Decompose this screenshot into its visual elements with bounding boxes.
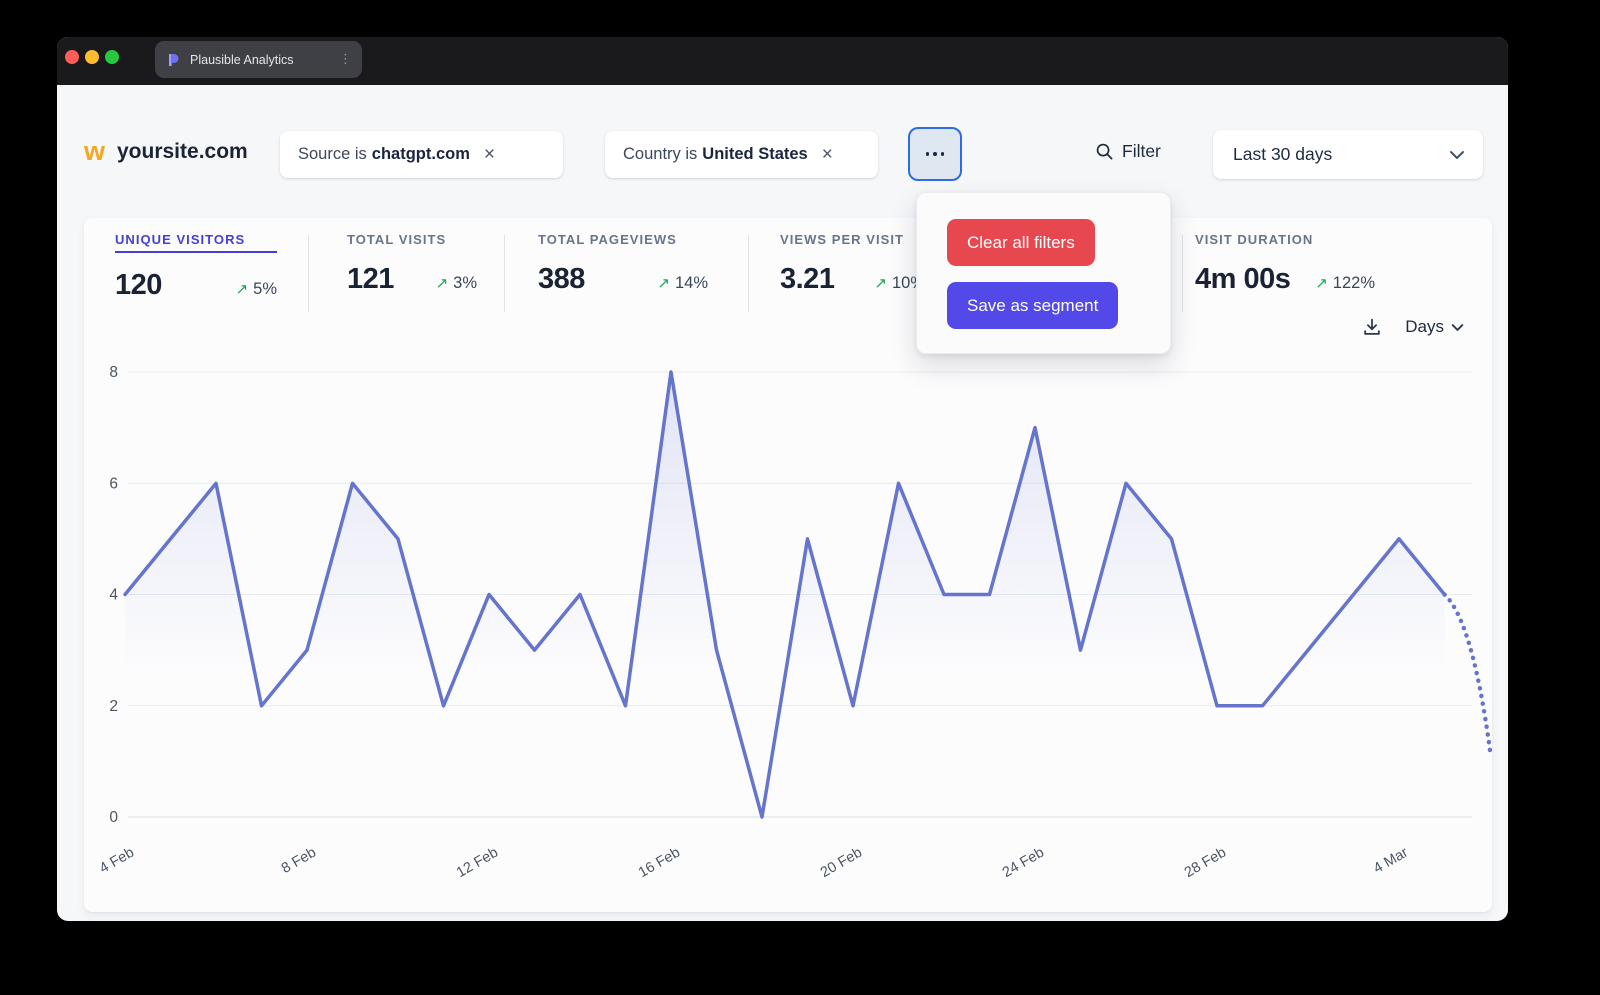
minimize-window-button[interactable] <box>85 50 99 64</box>
download-button[interactable] <box>1361 316 1383 338</box>
filter-value: chatgpt.com <box>371 145 470 163</box>
filter-actions-popup: Clear all filters Save as segment <box>916 192 1171 354</box>
dashboard-card: UNIQUE VISITORS 120 ↗ 5% TOTAL VISITS 12… <box>84 218 1493 912</box>
trend-up-icon: ↗ <box>435 274 449 292</box>
metric-divider <box>748 235 749 312</box>
x-axis-tick: 20 Feb <box>818 845 865 881</box>
y-axis-tick: 6 <box>109 475 118 492</box>
metric-label: VIEWS PER VISIT <box>780 232 904 247</box>
visitors-line <box>123 370 1447 819</box>
browser-titlebar: Plausible Analytics ⋮ <box>57 37 1508 85</box>
metric-change: 5% <box>253 280 277 298</box>
clear-all-filters-button[interactable]: Clear all filters <box>947 219 1095 266</box>
filter-prefix: Source is <box>298 145 367 163</box>
chevron-down-icon <box>1451 323 1464 331</box>
tab-title: Plausible Analytics <box>190 52 294 67</box>
y-axis-tick: 2 <box>109 698 118 715</box>
metric-change: 3% <box>453 274 477 292</box>
browser-tab[interactable]: Plausible Analytics ⋮ <box>155 41 362 78</box>
filter-pill-source[interactable]: Source is chatgpt.com × <box>280 131 563 178</box>
y-axis-tick: 8 <box>109 364 118 381</box>
metric-divider <box>308 235 309 312</box>
interval-selector[interactable]: Days <box>1405 317 1464 337</box>
metric-value: 3.21 <box>780 263 835 295</box>
x-axis-tick: 12 Feb <box>454 845 501 881</box>
more-filters-button[interactable] <box>908 127 962 181</box>
projected-dotted-line <box>1442 592 1493 753</box>
remove-filter-icon[interactable]: × <box>483 144 495 165</box>
x-axis-tick: 24 Feb <box>1000 845 1047 881</box>
metric-value: 4m 00s <box>1195 263 1291 295</box>
x-axis-tick: 4 Feb <box>97 845 137 877</box>
trend-up-icon: ↗ <box>657 274 670 292</box>
metric-total-pageviews[interactable]: TOTAL PAGEVIEWS 388 ↗ 14% <box>538 232 708 296</box>
metric-divider <box>1182 235 1183 312</box>
metric-label: UNIQUE VISITORS <box>115 232 277 253</box>
metric-visit-duration[interactable]: VISIT DURATION 4m 00s ↗ 122% <box>1195 232 1375 296</box>
download-icon <box>1364 318 1381 335</box>
metric-change: 14% <box>674 274 708 292</box>
trend-up-icon: ↗ <box>874 274 887 292</box>
chevron-down-icon <box>1450 150 1464 159</box>
interval-label: Days <box>1405 317 1444 336</box>
metric-label: VISIT DURATION <box>1195 232 1314 247</box>
zoom-window-button[interactable] <box>105 50 119 64</box>
metric-unique-visitors[interactable]: UNIQUE VISITORS 120 ↗ 5% <box>115 232 277 302</box>
x-axis-tick: 8 Feb <box>279 845 319 877</box>
x-axis-tick: 16 Feb <box>636 845 683 881</box>
metric-label: TOTAL VISITS <box>347 232 447 247</box>
search-icon <box>1096 143 1113 160</box>
metric-value: 120 <box>115 269 162 301</box>
filter-button[interactable]: Filter <box>1095 141 1161 162</box>
metric-views-per-visit[interactable]: VIEWS PER VISIT 3.21 ↗ 10% <box>780 232 925 296</box>
remove-filter-icon[interactable]: × <box>821 144 833 165</box>
tab-menu-icon[interactable]: ⋮ <box>339 52 352 67</box>
visitors-line-chart[interactable]: 8 6 4 2 0 4 Feb 8 Feb 12 Feb 16 Feb 20 Feb 24 Feb 2… <box>84 355 1493 912</box>
save-as-segment-button[interactable]: Save as segment <box>947 282 1119 329</box>
plausible-favicon <box>169 53 179 66</box>
y-axis-tick: 0 <box>109 809 118 826</box>
metric-value: 388 <box>538 263 585 295</box>
trend-up-icon: ↗ <box>235 280 249 298</box>
metric-change: 122% <box>1332 274 1375 292</box>
filter-prefix: Country is <box>623 145 698 163</box>
trend-up-icon: ↗ <box>1315 274 1328 292</box>
close-window-button[interactable] <box>65 50 79 64</box>
site-name[interactable]: yoursite.com <box>117 140 248 163</box>
date-range-selector[interactable]: Last 30 days <box>1213 130 1483 179</box>
date-range-label: Last 30 days <box>1233 144 1333 164</box>
browser-window: Plausible Analytics ⋮ w yoursite.com Sou… <box>57 37 1508 921</box>
filter-value: United States <box>702 145 808 163</box>
chart-toolbar: Days <box>1361 316 1464 338</box>
metric-value: 121 <box>347 263 394 295</box>
metric-divider <box>504 235 505 312</box>
ellipsis-icon <box>925 152 930 156</box>
metric-total-visits[interactable]: TOTAL VISITS 121 ↗ 3% <box>347 232 477 296</box>
area-fill <box>125 372 1445 817</box>
x-axis-tick: 4 Mar <box>1371 845 1411 877</box>
site-favicon: w <box>84 136 106 166</box>
filter-pill-country[interactable]: Country is United States × <box>605 131 878 178</box>
y-axis-tick: 4 <box>109 587 118 604</box>
filter-label: Filter <box>1122 141 1161 161</box>
metric-label: TOTAL PAGEVIEWS <box>538 232 677 247</box>
x-axis-tick: 28 Feb <box>1182 845 1229 881</box>
